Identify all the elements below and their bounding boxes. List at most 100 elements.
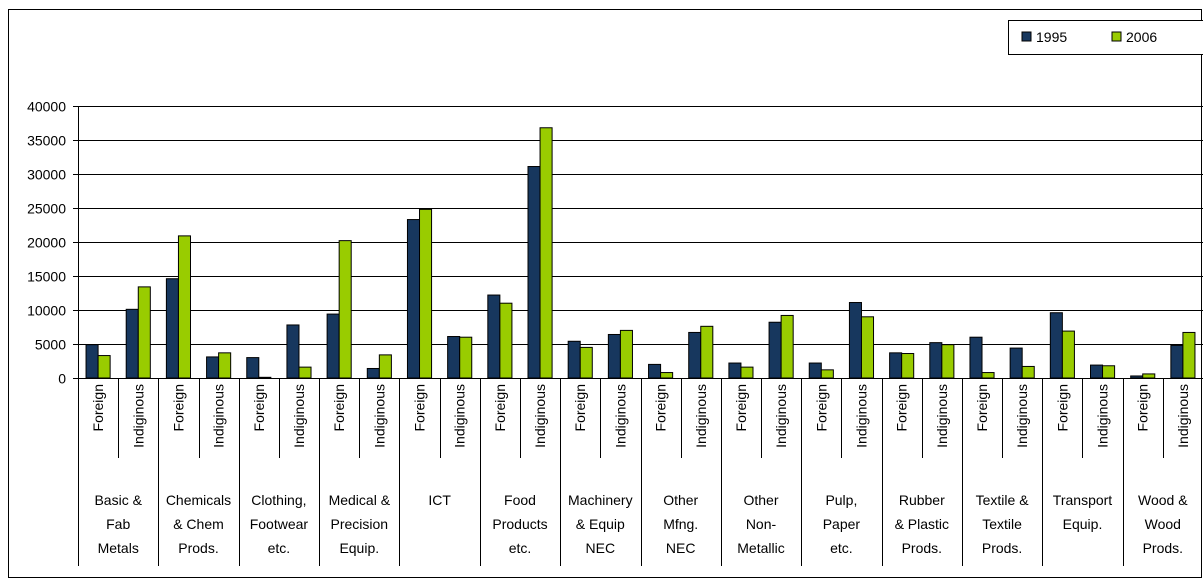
bar-2006 [820, 369, 834, 379]
bar-2006 [579, 346, 593, 379]
bar-1995 [246, 357, 260, 379]
x-subcategory-label: Foreign [170, 384, 186, 431]
bar-1995 [1170, 344, 1184, 379]
x-group-label: Paper [823, 516, 861, 532]
bar-1995 [165, 278, 179, 379]
bar-1995 [1130, 375, 1144, 379]
bar-2006 [660, 372, 674, 379]
bar-2006 [1061, 330, 1075, 379]
bar-2006 [97, 355, 111, 379]
bar-1995 [728, 362, 742, 379]
bar-1995 [1090, 364, 1104, 379]
y-tick-labels: 0 5000 10000 15000 20000 25000 30000 35000 40000 [27, 99, 66, 387]
bar-2006 [419, 208, 433, 379]
x-group-label: Medical & [329, 492, 391, 508]
x-group-label: & Equip [576, 516, 625, 532]
bar-1995 [527, 166, 541, 379]
bar-1995 [929, 342, 943, 379]
x-subcategory-label: Foreign [331, 384, 347, 431]
x-subcategory-label: Foreign [90, 384, 106, 431]
bar-1995 [607, 333, 621, 379]
y-tick-label: 20000 [27, 235, 66, 251]
x-group-label: Metallic [737, 540, 784, 556]
x-subcategory-label: Indiginous [371, 384, 387, 448]
legend-label-2006: 2006 [1126, 29, 1157, 45]
x-group-label: Other [743, 492, 778, 508]
x-group-label: & Plastic [895, 516, 949, 532]
x-subcategory-label: Foreign [412, 384, 428, 431]
y-tick-label: 0 [58, 371, 66, 387]
x-group-label: Rubber [899, 492, 945, 508]
bar-2006 [378, 354, 392, 379]
x-subcategory-label: Foreign [894, 384, 910, 431]
x-subcategory-label: Foreign [1054, 384, 1070, 431]
bar-2006 [740, 366, 754, 379]
legend-swatch-2006 [1111, 31, 1122, 42]
x-subcategory-label: Indiginous [211, 384, 227, 448]
x-group-label: Pulp, [825, 492, 857, 508]
bar-1995 [447, 336, 461, 379]
x-group-label: NEC [666, 540, 696, 556]
bar-1995 [688, 331, 702, 379]
x-group-label: Prods. [902, 540, 942, 556]
bar-1995 [889, 352, 903, 379]
x-subcategory-label: Indiginous [934, 384, 950, 448]
bar-2006 [218, 352, 232, 379]
y-tick-label: 10000 [27, 303, 66, 319]
x-subcategory-label: Indiginous [854, 384, 870, 448]
x-subcategory-label: Indiginous [1175, 384, 1191, 448]
bar-2006 [1142, 373, 1156, 379]
x-group-label: Equip. [1063, 516, 1103, 532]
x-group-label: Wood [1145, 516, 1181, 532]
bar-1995 [85, 344, 99, 379]
bar-1995 [406, 219, 421, 379]
x-subcategory-label: Foreign [653, 384, 669, 431]
bar-2006 [298, 366, 312, 379]
x-subcategory-label: Indiginous [1095, 384, 1111, 448]
x-subcategory-label: Indiginous [612, 384, 628, 448]
x-subcategory-label: Foreign [733, 384, 749, 431]
x-group-label: Prods. [178, 540, 218, 556]
bar-2006 [137, 286, 151, 379]
bar-1995 [366, 367, 380, 379]
y-tick-label: 30000 [27, 167, 66, 183]
x-group-label: Textile [982, 516, 1022, 532]
bar-2006 [539, 127, 553, 379]
bar-1995 [648, 363, 662, 379]
x-group-label: Prods. [982, 540, 1022, 556]
bar-2006 [177, 235, 191, 379]
x-group-label: Mfng. [663, 516, 698, 532]
x-subcategory-label: Foreign [974, 384, 990, 431]
x-group-label: Prods. [1143, 540, 1183, 556]
x-subcategory-label: Indiginous [452, 384, 468, 448]
bar-2006 [258, 376, 272, 379]
legend-swatch-1995 [1021, 31, 1032, 42]
x-group-label: etc. [830, 540, 853, 556]
x-subcategory-label: Foreign [572, 384, 588, 431]
x-group-label: Textile & [976, 492, 1030, 508]
bar-2006 [981, 372, 995, 379]
x-subcategory-label: Indiginous [130, 384, 146, 448]
y-tick-label: 25000 [27, 201, 66, 217]
y-tick-label: 40000 [27, 99, 66, 115]
x-group-label: etc. [509, 540, 532, 556]
bar-2006 [1102, 365, 1116, 379]
bar-2006 [1021, 365, 1035, 379]
x-group-label: Precision [331, 516, 389, 532]
x-group-label: NEC [586, 540, 616, 556]
bar-1995 [125, 308, 139, 379]
x-group-label: Non- [746, 516, 777, 532]
bar-2006 [499, 302, 513, 379]
bar-1995 [487, 294, 501, 379]
x-subcategory-label: Foreign [251, 384, 267, 431]
x-subcategory-label: Foreign [492, 384, 508, 431]
chart-border [8, 9, 1202, 578]
legend-box [1008, 20, 1203, 55]
bar-1995 [768, 321, 782, 379]
x-group-label: Footwear [250, 516, 309, 532]
x-group-label: Other [663, 492, 698, 508]
bar-1995 [808, 362, 822, 379]
x-group-label: Chemicals [166, 492, 231, 508]
legend-label-1995: 1995 [1036, 29, 1067, 45]
